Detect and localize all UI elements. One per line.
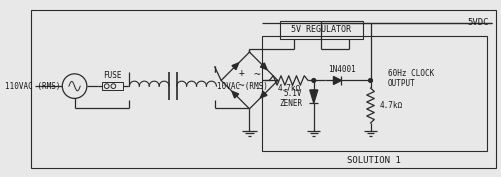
Text: ~: ~ (237, 81, 244, 91)
Text: +: + (239, 68, 245, 78)
Text: ~: ~ (254, 70, 261, 80)
Text: 110VAC (RMS): 110VAC (RMS) (5, 82, 61, 91)
Circle shape (312, 79, 316, 82)
Polygon shape (261, 91, 267, 98)
Polygon shape (334, 76, 341, 84)
Text: 60Hz CLOCK
OUTPUT: 60Hz CLOCK OUTPUT (388, 69, 434, 88)
Polygon shape (232, 63, 238, 70)
Bar (280, 21, 363, 39)
Text: 4.7kΩ: 4.7kΩ (380, 101, 403, 110)
Polygon shape (310, 90, 318, 103)
Circle shape (369, 79, 372, 82)
Text: FUSE: FUSE (103, 71, 122, 80)
Text: 5.1V
ZENER: 5.1V ZENER (280, 89, 303, 108)
Polygon shape (261, 63, 267, 70)
Text: -: - (254, 83, 260, 93)
Text: 5V REGULATOR: 5V REGULATOR (292, 25, 351, 34)
Bar (102, 82, 123, 90)
Text: 1N4001: 1N4001 (328, 65, 356, 74)
Text: 10VAC (RMS): 10VAC (RMS) (217, 82, 268, 91)
Polygon shape (232, 91, 238, 98)
Text: SOLUTION 1: SOLUTION 1 (347, 156, 401, 165)
Text: 5VDC: 5VDC (467, 18, 488, 27)
Bar (262, 36, 487, 151)
Text: 4.7kΩ: 4.7kΩ (277, 84, 300, 93)
